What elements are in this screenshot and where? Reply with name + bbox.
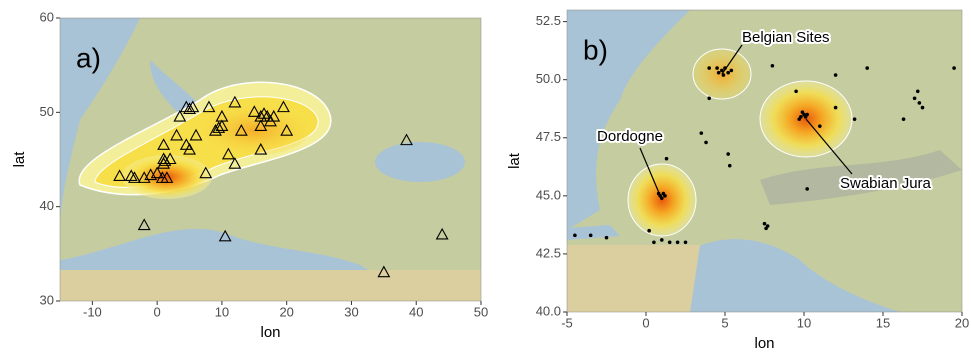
point	[726, 152, 730, 156]
x-tick-label: 10	[215, 304, 229, 319]
point	[818, 124, 822, 128]
y-tick-label: 30	[40, 292, 54, 307]
panel-label: b)	[583, 34, 608, 65]
point	[707, 96, 711, 100]
x-tick-label: -10	[83, 304, 102, 319]
x-tick-label: 0	[642, 315, 649, 330]
x-axis-title: lon	[754, 335, 774, 352]
y-tick-label: 45.0	[536, 187, 561, 202]
point	[660, 238, 664, 242]
point	[717, 71, 721, 75]
point	[921, 106, 925, 110]
point	[573, 234, 577, 238]
point	[805, 113, 809, 117]
point	[652, 241, 656, 245]
x-tick-label: 30	[344, 304, 358, 319]
point	[663, 194, 667, 198]
x-axis-title: lon	[260, 324, 280, 341]
x-tick-label: 50	[474, 304, 488, 319]
point	[715, 66, 719, 70]
point	[605, 236, 609, 240]
annotation: Dordogne	[597, 128, 663, 145]
y-tick-label: 42.5	[536, 245, 561, 260]
point	[589, 234, 593, 238]
chart: -10 0 10 20 30 40 50 30 40 50 60 lon lat a) -5 0 5 10 15 20…	[0, 0, 971, 356]
point	[918, 101, 922, 105]
point	[763, 222, 767, 226]
point	[684, 241, 688, 245]
point	[707, 66, 711, 70]
point	[853, 117, 857, 121]
point	[771, 64, 775, 68]
point	[668, 241, 672, 245]
x-tick-label: 10	[797, 315, 811, 330]
x-tick-label: 15	[876, 315, 890, 330]
x-tick-label: 5	[721, 315, 728, 330]
point	[764, 227, 768, 231]
y-tick-label: 40.0	[536, 303, 561, 318]
point	[704, 141, 708, 145]
x-tick-label: 20	[279, 304, 293, 319]
map-a	[60, 18, 481, 301]
point	[805, 187, 809, 191]
y-tick-label: 50.0	[536, 71, 561, 86]
point	[730, 69, 734, 73]
point	[834, 106, 838, 110]
point	[916, 90, 920, 94]
point	[902, 117, 906, 121]
point	[647, 229, 651, 233]
y-tick-label: 40	[40, 198, 54, 213]
panel-label: a)	[76, 42, 101, 73]
map-b	[567, 10, 962, 312]
point	[728, 164, 732, 168]
annotation: Belgian Sites	[742, 29, 830, 46]
point	[913, 96, 917, 100]
point	[665, 157, 669, 161]
point	[794, 90, 798, 94]
y-axis-title: lat	[11, 151, 28, 168]
y-tick-label: 47.5	[536, 129, 561, 144]
point	[700, 131, 704, 135]
x-tick-label: 20	[955, 315, 969, 330]
point	[952, 66, 956, 70]
y-axis-title: lat	[506, 152, 523, 169]
annotation: Swabian Jura	[840, 175, 932, 192]
x-tick-label: 0	[154, 304, 161, 319]
point	[676, 241, 680, 245]
y-tick-label: 50	[40, 104, 54, 119]
point	[865, 66, 869, 70]
point	[726, 71, 730, 75]
point	[797, 117, 801, 121]
point	[834, 73, 838, 77]
x-tick-label: 40	[409, 304, 423, 319]
point	[801, 110, 805, 114]
y-tick-label: 52.5	[536, 13, 561, 28]
y-tick-label: 60	[40, 9, 54, 24]
x-tick-label: -5	[561, 315, 573, 330]
